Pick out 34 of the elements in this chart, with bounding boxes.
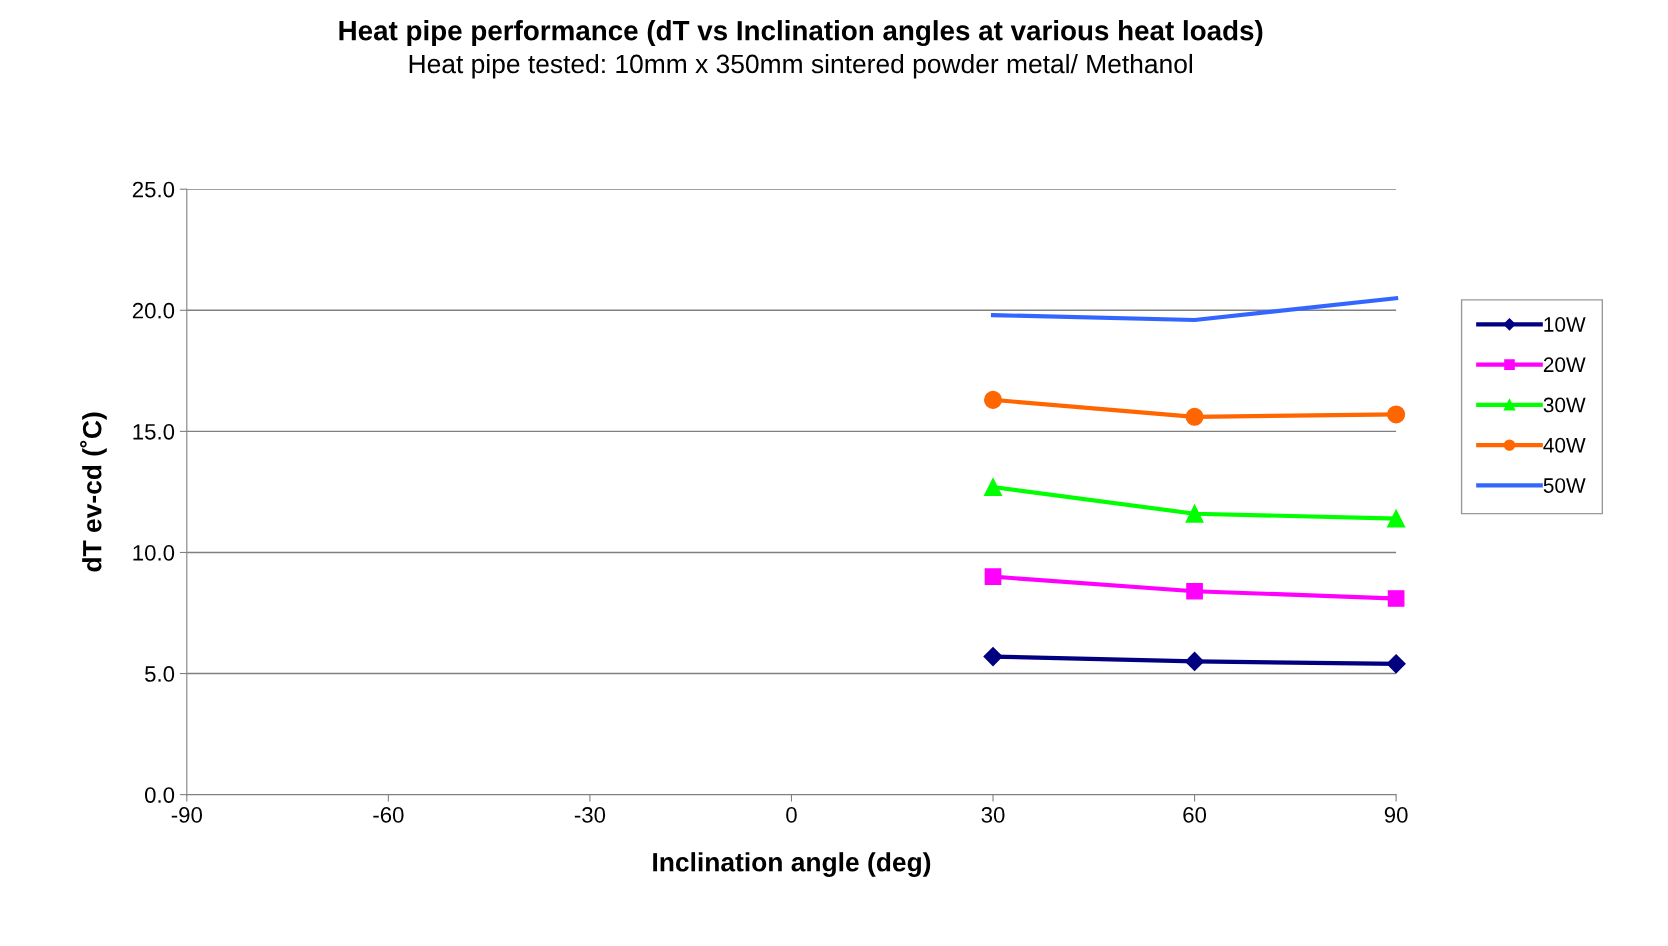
x-axis-title: Inclination angle (deg) bbox=[653, 852, 931, 877]
chart-subtitle: Heat pipe tested: 10mm x 350mm sintered powder metal/ Methanol bbox=[409, 53, 1192, 79]
point bbox=[1387, 590, 1405, 607]
legend-label: 40W bbox=[1543, 437, 1586, 453]
y-tick-label: 0.0 bbox=[144, 787, 175, 803]
point bbox=[1386, 654, 1406, 674]
y-tick-label: 5.0 bbox=[145, 666, 175, 682]
point bbox=[1186, 582, 1203, 600]
y-tick-label: 20.0 bbox=[132, 302, 175, 319]
point bbox=[983, 478, 1003, 497]
point bbox=[983, 390, 1003, 409]
legend-label: 10W bbox=[1544, 317, 1586, 332]
y-tick-label: 15.0 bbox=[133, 423, 175, 440]
point bbox=[1185, 651, 1205, 671]
x-tick-label: -90 bbox=[171, 807, 203, 823]
x-tick-label: 90 bbox=[1384, 807, 1408, 823]
x-tick-label: 60 bbox=[1183, 807, 1207, 823]
point bbox=[983, 647, 1003, 667]
x-tick-label: -30 bbox=[574, 807, 606, 823]
legend-label: 30W bbox=[1543, 397, 1586, 413]
x-tick-label: 30 bbox=[981, 807, 1005, 823]
point bbox=[1185, 504, 1204, 523]
chart-title: Heat pipe performance (dT vs Inclination angles at various heat loads) bbox=[339, 20, 1263, 47]
point bbox=[1185, 407, 1204, 426]
x-tick-label: 0 bbox=[786, 807, 797, 823]
legend-label: 50W bbox=[1543, 478, 1586, 493]
x-tick-label: -60 bbox=[373, 807, 404, 823]
point bbox=[984, 568, 1002, 586]
legend-label: 20W bbox=[1543, 357, 1586, 373]
y-axis-title: dT ev-cd (˚C) bbox=[80, 412, 107, 572]
point bbox=[1387, 405, 1406, 424]
point bbox=[1387, 509, 1406, 528]
y-tick-label: 10.0 bbox=[133, 545, 175, 561]
y-tick-label: 25.0 bbox=[132, 181, 175, 198]
